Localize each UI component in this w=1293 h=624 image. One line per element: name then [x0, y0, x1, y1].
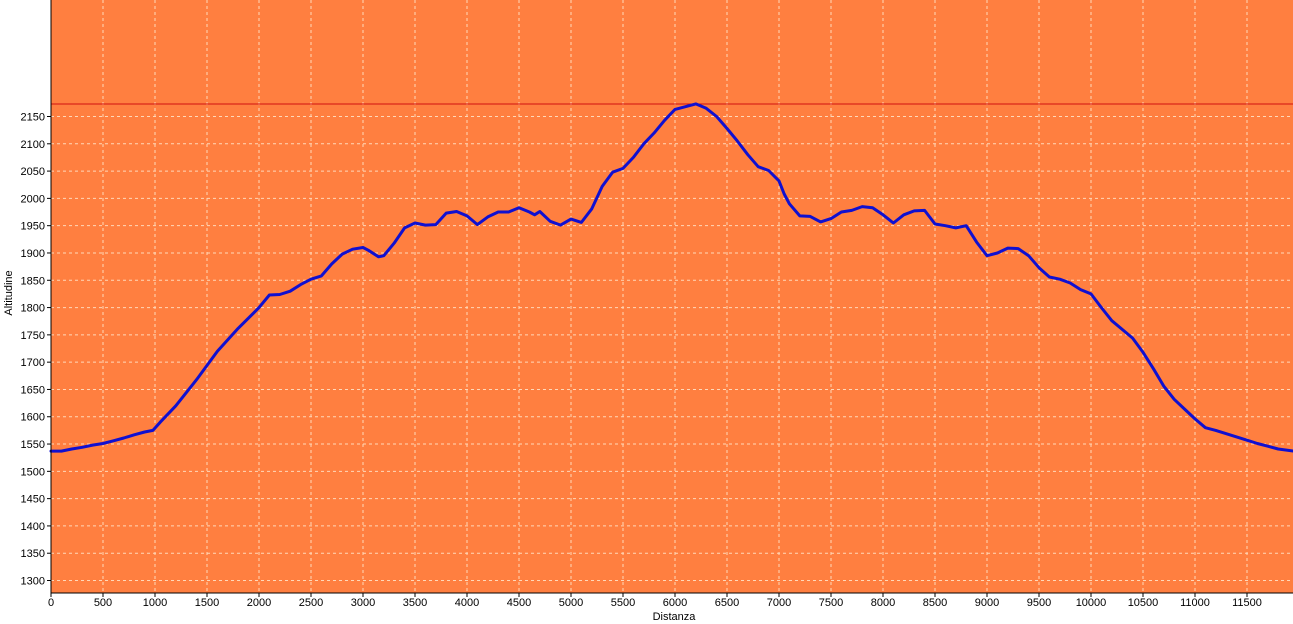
y-tick-label: 1600: [21, 412, 45, 424]
x-tick-label: 10500: [1128, 597, 1159, 609]
y-tick-label: 1950: [21, 221, 45, 233]
x-tick-label: 8500: [923, 597, 947, 609]
y-tick-label: 1900: [21, 248, 45, 260]
y-tick-label: 1850: [21, 275, 45, 287]
plot-area-background: [51, 0, 1293, 593]
x-tick-label: 10000: [1076, 597, 1107, 609]
x-tick-label: 6500: [715, 597, 739, 609]
x-tick-label: 11000: [1180, 597, 1210, 609]
y-tick-label: 1400: [21, 521, 45, 533]
x-tick-label: 3000: [351, 597, 375, 609]
grid-lines: [51, 0, 1293, 593]
x-tick-label: 1000: [143, 597, 167, 609]
x-tick-label: 9000: [975, 597, 999, 609]
x-tick-label: 500: [94, 597, 112, 609]
y-tick-label: 2150: [21, 112, 45, 124]
x-tick-label: 7500: [819, 597, 843, 609]
x-tick-label: 6000: [663, 597, 687, 609]
y-axis-ticks: 1300 1350 1400 1450 1500 1550 1600 1650 1700 1750…: [21, 112, 51, 588]
y-tick-label: 1500: [21, 466, 45, 478]
x-axis-ticks: 0 500 1000 1500 2000 2500 3000 3500 4000 4500 5000…: [48, 593, 1262, 609]
y-tick-label: 2000: [21, 193, 45, 205]
x-tick-label: 4500: [507, 597, 531, 609]
x-tick-label: 1500: [195, 597, 219, 609]
x-tick-label: 3500: [403, 597, 427, 609]
altitude-series-line: [49, 102, 1293, 453]
y-tick-label: 1350: [21, 548, 45, 560]
x-tick-label: 2500: [299, 597, 323, 609]
x-tick-label: 11500: [1232, 597, 1262, 609]
y-tick-label: 2100: [21, 139, 45, 151]
y-tick-label: 2050: [21, 166, 45, 178]
y-tick-label: 1300: [21, 576, 45, 588]
x-tick-label: 4000: [455, 597, 479, 609]
x-axis-title: Distanza: [653, 611, 697, 623]
x-tick-label: 9500: [1027, 597, 1051, 609]
y-tick-label: 1450: [21, 494, 45, 506]
y-tick-label: 1700: [21, 357, 45, 369]
y-tick-label: 1650: [21, 384, 45, 396]
x-tick-label: 0: [48, 597, 54, 609]
x-tick-label: 2000: [247, 597, 271, 609]
x-tick-label: 5000: [559, 597, 583, 609]
y-axis-title: Altitudine: [3, 270, 15, 315]
x-tick-label: 8000: [871, 597, 895, 609]
y-tick-label: 1750: [21, 330, 45, 342]
y-tick-label: 1800: [21, 303, 45, 315]
y-tick-label: 1550: [21, 439, 45, 451]
x-tick-label: 5500: [611, 597, 635, 609]
x-tick-label: 7000: [767, 597, 791, 609]
